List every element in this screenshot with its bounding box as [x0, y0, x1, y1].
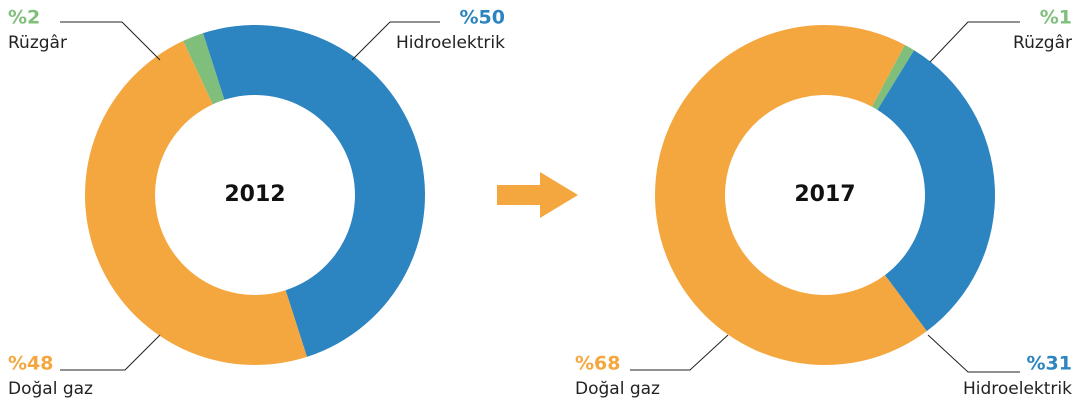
- category-label: Doğal gaz: [575, 379, 660, 399]
- value-label: %48: [8, 353, 53, 375]
- slice: [655, 24, 927, 365]
- category-label: Hidroelektrik: [396, 33, 505, 53]
- leader-line: [927, 334, 1020, 373]
- category-label: Rüzgâr: [8, 33, 67, 53]
- leader-line: [351, 21, 440, 61]
- slice: [183, 33, 225, 105]
- value-label: %2: [8, 7, 40, 29]
- category-label: Rüzgâr: [1013, 33, 1072, 53]
- slice: [203, 25, 425, 357]
- leader-line: [630, 334, 729, 371]
- leader-line: [60, 21, 161, 61]
- center-label: 2017: [794, 182, 855, 207]
- value-label: %1: [1040, 7, 1072, 29]
- leader-line: [60, 334, 161, 371]
- value-label: %50: [460, 7, 505, 29]
- slice: [871, 44, 915, 110]
- center-label: 2012: [224, 182, 285, 207]
- category-label: Doğal gaz: [8, 379, 93, 399]
- value-label: %68: [575, 353, 620, 375]
- category-label: Hidroelektrik: [963, 379, 1072, 399]
- leader-line: [929, 21, 1020, 63]
- arrow: [497, 172, 578, 218]
- slice: [84, 40, 307, 366]
- slice: [877, 50, 995, 332]
- value-label: %31: [1027, 353, 1072, 375]
